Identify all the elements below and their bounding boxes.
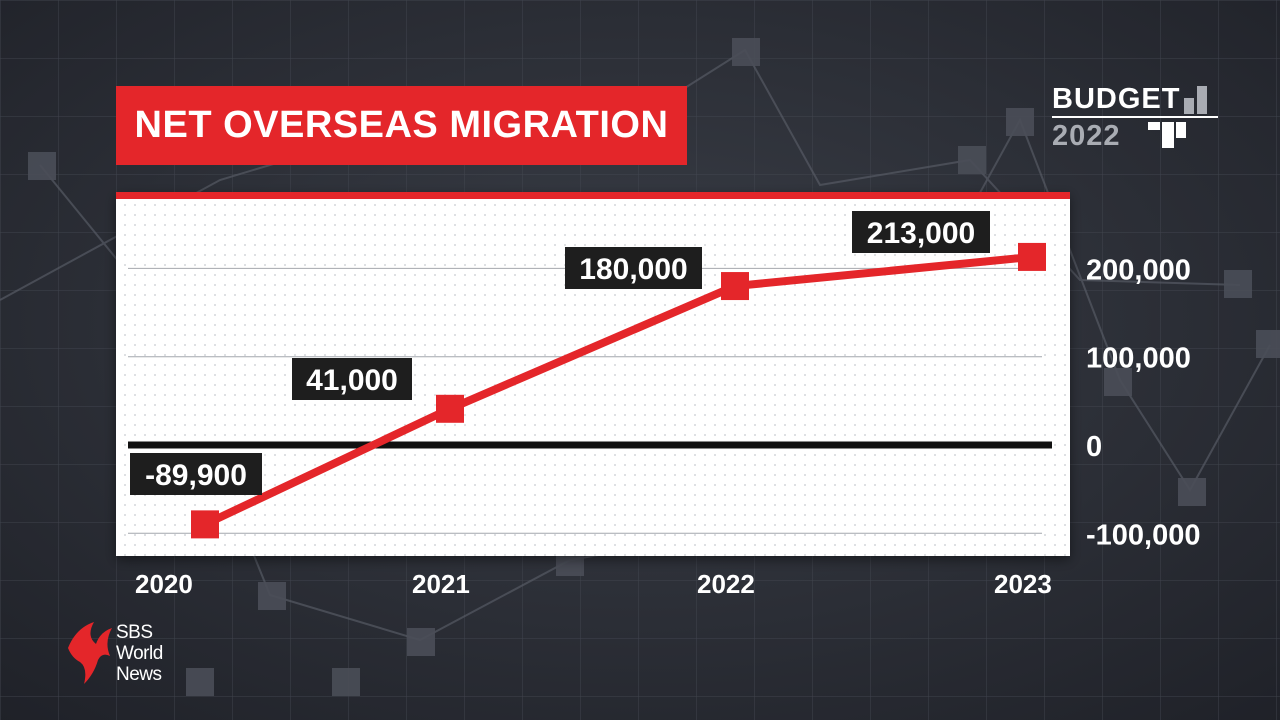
y-tick-label: 100,000: [1086, 343, 1191, 375]
x-tick-label: 2020: [135, 569, 193, 599]
sbs-world-news-wordmark: SBS World News: [116, 623, 163, 686]
y-tick-label: -100,000: [1086, 519, 1201, 551]
series-path: [203, 252, 1033, 528]
data-label-text: 213,000: [867, 217, 975, 250]
stepped-bar-icon: [1148, 122, 1186, 148]
bar-icon: [1184, 86, 1207, 114]
sbs-line3: News: [116, 664, 162, 685]
sbs-flame-icon: [68, 622, 112, 684]
data-label: 41,000: [292, 358, 412, 400]
data-label-text: 41,000: [306, 364, 398, 397]
x-tick-label: 2022: [697, 569, 755, 599]
y-tick-label: 0: [1086, 431, 1102, 463]
chart-title: NET OVERSEAS MIGRATION: [116, 86, 687, 165]
budget-word: BUDGET: [1052, 83, 1181, 115]
data-markers: [191, 242, 1046, 539]
data-label-box: [130, 453, 262, 495]
sbs-line1: SBS: [116, 622, 153, 643]
data-point: [1018, 242, 1046, 271]
y-tick-label: 200,000: [1086, 254, 1191, 286]
data-point: [721, 272, 749, 301]
data-point: [191, 510, 219, 539]
sbs-logo: [68, 622, 112, 684]
data-label-box: [292, 358, 412, 400]
sbs-line2: World: [116, 643, 163, 664]
data-label: 213,000: [852, 211, 990, 253]
budget-2022-logo: BUDGET 2022: [1052, 84, 1222, 156]
data-point: [436, 394, 464, 423]
data-label-text: -89,900: [145, 459, 247, 492]
badge-rule: [1052, 116, 1218, 118]
data-label-box: [565, 247, 702, 289]
x-tick-label: 2021: [412, 569, 470, 599]
series-line: [203, 252, 1033, 528]
x-tick-label: 2023: [994, 569, 1052, 599]
x-axis-ticks: 2020 2021 2022 2023: [135, 569, 1052, 599]
data-label: 180,000: [565, 247, 702, 289]
budget-year: 2022: [1052, 120, 1121, 152]
y-axis-ticks: 200,000 100,000 0 -100,000: [1086, 254, 1201, 551]
data-labels: -89,900 41,000 180,000 213,000: [130, 211, 990, 495]
data-label-text: 180,000: [579, 253, 687, 286]
data-label-box: [852, 211, 990, 253]
data-label: -89,900: [130, 453, 262, 495]
